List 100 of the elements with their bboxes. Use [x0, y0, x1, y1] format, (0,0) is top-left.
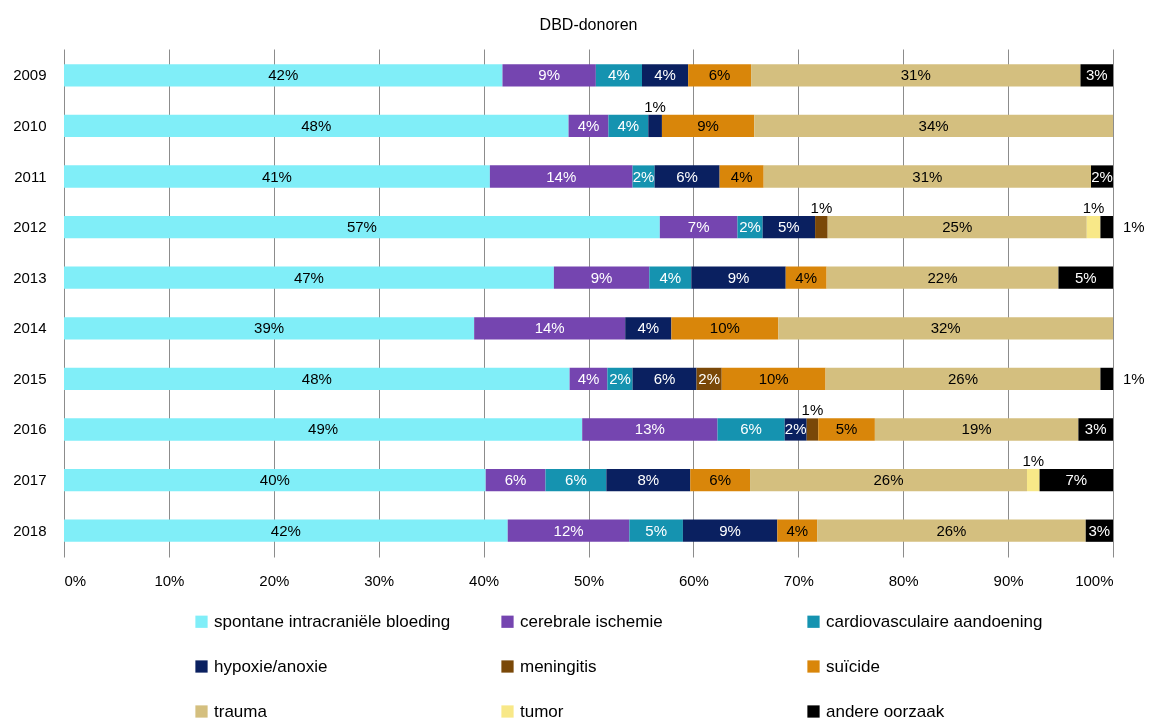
bar — [1039, 468, 1113, 492]
data-label: 9% — [590, 268, 613, 286]
x-tick-label: 100% — [1075, 571, 1114, 589]
data-label: 42% — [268, 66, 299, 84]
data-label: 4% — [659, 268, 682, 286]
data-label: 10% — [758, 369, 789, 387]
data-label: 6% — [504, 471, 527, 489]
bar — [654, 165, 720, 188]
bar — [818, 418, 875, 441]
bar — [507, 519, 630, 542]
data-label: 57% — [346, 218, 377, 236]
data-label: 31% — [912, 167, 943, 185]
bar — [825, 367, 1101, 391]
bar — [750, 468, 1027, 492]
data-label: 4% — [654, 66, 676, 84]
bar — [717, 418, 785, 441]
data-label: 2% — [698, 369, 720, 387]
bar — [661, 114, 755, 138]
data-label: 4% — [786, 521, 809, 539]
data-label: 2% — [609, 369, 631, 387]
bar — [606, 468, 691, 492]
legend-label: tumor — [520, 701, 564, 721]
bar — [826, 266, 1059, 289]
data-label: 3% — [1085, 66, 1108, 84]
data-label: 26% — [873, 471, 904, 489]
legend-label: meningitis — [520, 656, 597, 676]
data-label: 4% — [617, 116, 640, 134]
data-label: 1% — [1082, 199, 1105, 217]
legend-label: cerebrale ischemie — [520, 611, 663, 631]
bar — [648, 114, 662, 138]
data-label: 2% — [784, 420, 807, 438]
data-label: 1% — [801, 401, 824, 419]
data-label: 5% — [778, 218, 800, 236]
data-label: 3% — [1088, 521, 1111, 539]
bar — [1086, 215, 1101, 239]
y-tick-label: 2011 — [14, 167, 47, 185]
data-label: 42% — [270, 521, 301, 539]
y-tick-label: 2017 — [13, 471, 47, 489]
data-label: 4% — [577, 369, 600, 387]
bar — [64, 215, 660, 239]
y-tick-label: 2015 — [13, 369, 47, 387]
data-label: 6% — [565, 471, 587, 489]
data-label: 41% — [261, 167, 292, 185]
data-label: 5% — [835, 420, 858, 438]
data-label: 8% — [637, 471, 660, 489]
data-label: 1% — [644, 97, 666, 115]
data-label: 6% — [709, 471, 731, 489]
bar — [553, 266, 650, 289]
data-label: 25% — [942, 218, 973, 236]
bar — [815, 215, 828, 239]
data-label: 1% — [1022, 452, 1045, 470]
data-label: 9% — [719, 521, 741, 539]
data-label: 7% — [1065, 471, 1088, 489]
y-tick-label: 2010 — [13, 116, 47, 134]
legend-label: cardiovasculaire aandoening — [826, 611, 1043, 631]
bar — [751, 64, 1081, 87]
bar — [817, 519, 1086, 542]
data-label: 1% — [810, 199, 833, 217]
x-tick-label: 20% — [259, 571, 290, 589]
bar — [1026, 468, 1040, 492]
bar — [1100, 215, 1113, 239]
legend-label: spontane intracraniële bloeding — [214, 611, 451, 631]
y-tick-label: 2013 — [13, 268, 47, 286]
data-label: 10% — [709, 319, 740, 337]
y-tick-label: 2012 — [13, 218, 47, 236]
data-label: 48% — [301, 116, 332, 134]
bar — [671, 317, 779, 340]
bar — [64, 266, 554, 289]
data-label: 40% — [259, 471, 290, 489]
bar — [474, 317, 626, 340]
x-tick-label: 70% — [783, 571, 814, 589]
data-label: 14% — [546, 167, 577, 185]
bar — [64, 367, 570, 391]
data-label: 4% — [608, 66, 630, 84]
data-label: 4% — [577, 116, 600, 134]
data-label: 31% — [900, 66, 931, 84]
bar — [806, 418, 819, 441]
data-label: 4% — [637, 319, 660, 337]
data-label: 19% — [961, 420, 992, 438]
chart-title: DBD-donoren — [539, 16, 638, 33]
data-label: 32% — [930, 319, 961, 337]
legend-label: suïcide — [826, 656, 880, 676]
bar — [827, 215, 1087, 239]
data-label: 6% — [708, 66, 731, 84]
bar — [64, 317, 475, 340]
data-label: 5% — [1074, 268, 1097, 286]
data-label: 9% — [697, 116, 719, 134]
data-label: 9% — [538, 66, 561, 84]
data-label: 22% — [927, 268, 958, 286]
legend-label: andere oorzaak — [826, 701, 945, 721]
bar — [874, 418, 1079, 441]
data-label: 6% — [676, 167, 698, 185]
data-label: 1% — [1123, 369, 1145, 387]
data-label: 48% — [301, 369, 332, 387]
bar — [719, 165, 764, 188]
x-tick-label: 0% — [64, 571, 87, 589]
data-label: 6% — [653, 369, 676, 387]
data-label: 26% — [947, 369, 979, 387]
data-label: 13% — [634, 420, 665, 438]
bar — [754, 114, 1113, 138]
